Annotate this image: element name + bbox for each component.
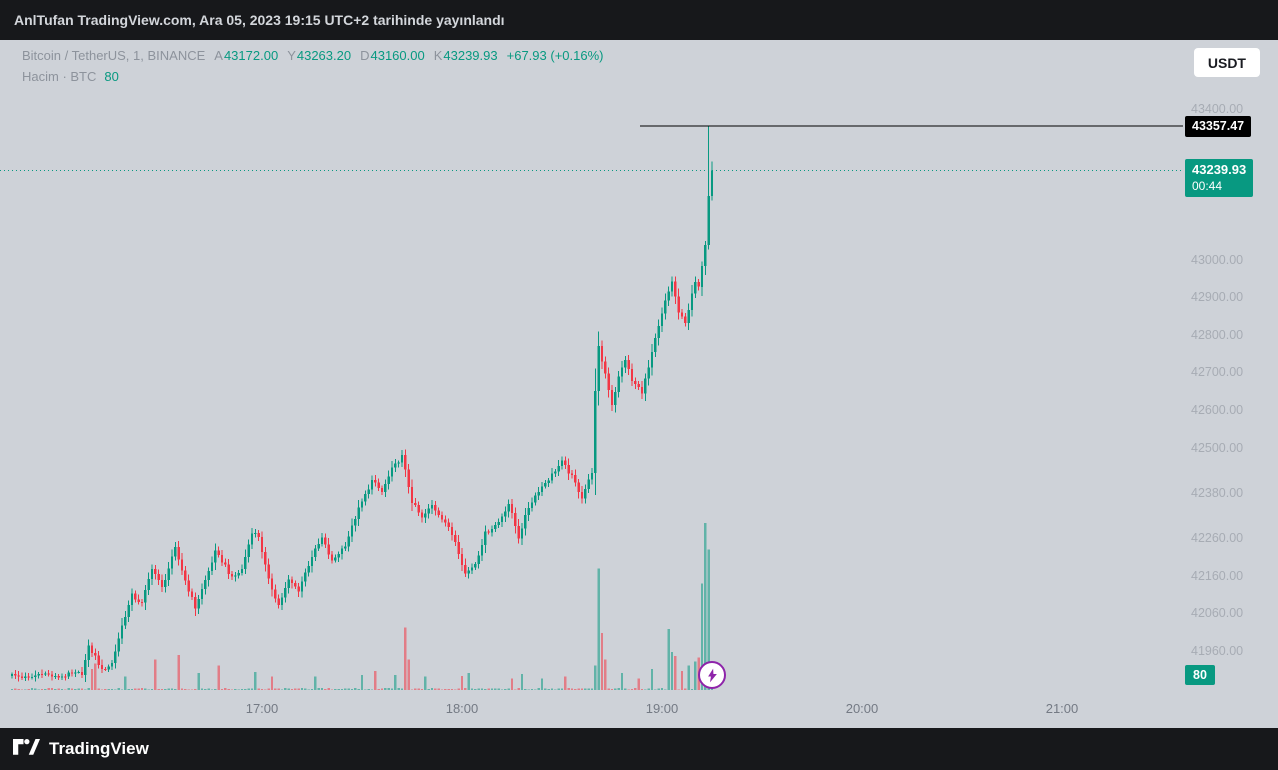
last-price-value: 43239.93 [1192, 162, 1247, 178]
ohlc-values: A43172.00 Y43263.20 D43160.00 K43239.93 [205, 48, 497, 63]
lightning-marker[interactable] [698, 661, 726, 689]
chart-area[interactable]: Bitcoin / TetherUS, 1, BINANCE A43172.00 Y… [0, 40, 1278, 728]
price-axis-label: 42900.00 [1191, 290, 1244, 305]
candle-countdown: 00:44 [1192, 179, 1223, 194]
symbol-title: Bitcoin / TetherUS, 1, BINANCE [22, 48, 206, 63]
price-axis-label: 42800.00 [1191, 327, 1244, 342]
tradingview-logo-icon [13, 738, 40, 755]
price-axis-label: 42500.00 [1191, 440, 1244, 455]
price-axis-label: 42160.00 [1191, 568, 1244, 583]
price-axis-label: 42060.00 [1191, 606, 1244, 621]
ohlc-letter: K [433, 48, 443, 63]
price-change: +67.93 (+0.16%) [506, 48, 604, 63]
legend-volume-row: Hacim · BTC 80 [22, 66, 603, 87]
time-axis-label: 19:00 [645, 701, 679, 716]
line-price-label: 43357.47 [1185, 115, 1252, 137]
price-axis-label: 42260.00 [1191, 531, 1244, 546]
publish-text: AnlTufan TradingView.com, Ara 05, 2023 1… [14, 12, 505, 28]
ohlc-letter: D [360, 48, 370, 63]
ohlc-value: 43172.00 [223, 48, 279, 63]
currency-button[interactable]: USDT [1193, 48, 1260, 77]
ohlc-value: 43160.00 [370, 48, 425, 63]
time-axis-label: 17:00 [245, 701, 279, 716]
time-axis-label: 18:00 [445, 701, 479, 716]
price-axis-label: 42380.00 [1191, 485, 1244, 500]
chart-legend: Bitcoin / TetherUS, 1, BINANCE A43172.00 Y… [22, 45, 603, 87]
ohlc-value: 43263.20 [296, 48, 352, 63]
candlestick-chart [0, 125, 1183, 690]
brand-name: TradingView [49, 739, 149, 758]
legend-symbol-row: Bitcoin / TetherUS, 1, BINANCE A43172.00 Y… [22, 45, 603, 66]
price-axis-label: 43400.00 [1191, 102, 1244, 116]
publish-bar: AnlTufan TradingView.com, Ara 05, 2023 1… [0, 0, 1278, 40]
volume-label: Hacim · BTC [22, 69, 97, 84]
lightning-bolt-icon [707, 668, 717, 682]
volume-badge: 80 [1185, 665, 1215, 685]
volume-value: 80 [104, 69, 119, 84]
ohlc-value: 43239.93 [443, 48, 498, 63]
price-axis-label: 42600.00 [1191, 403, 1244, 418]
time-axis-label: 16:00 [45, 701, 79, 716]
time-axis-label: 21:00 [1045, 701, 1079, 716]
ohlc-letter: A [214, 48, 223, 63]
time-axis-label: 20:00 [845, 701, 879, 716]
last-price-label: 43239.93 00:44 [1185, 159, 1254, 198]
ohlc-letter: Y [287, 48, 296, 63]
brand-bar: TradingView [0, 728, 1278, 770]
price-axis-label: 42700.00 [1191, 365, 1244, 380]
price-axis-label: 41960.00 [1191, 644, 1244, 659]
price-axis-label: 43000.00 [1191, 252, 1244, 267]
